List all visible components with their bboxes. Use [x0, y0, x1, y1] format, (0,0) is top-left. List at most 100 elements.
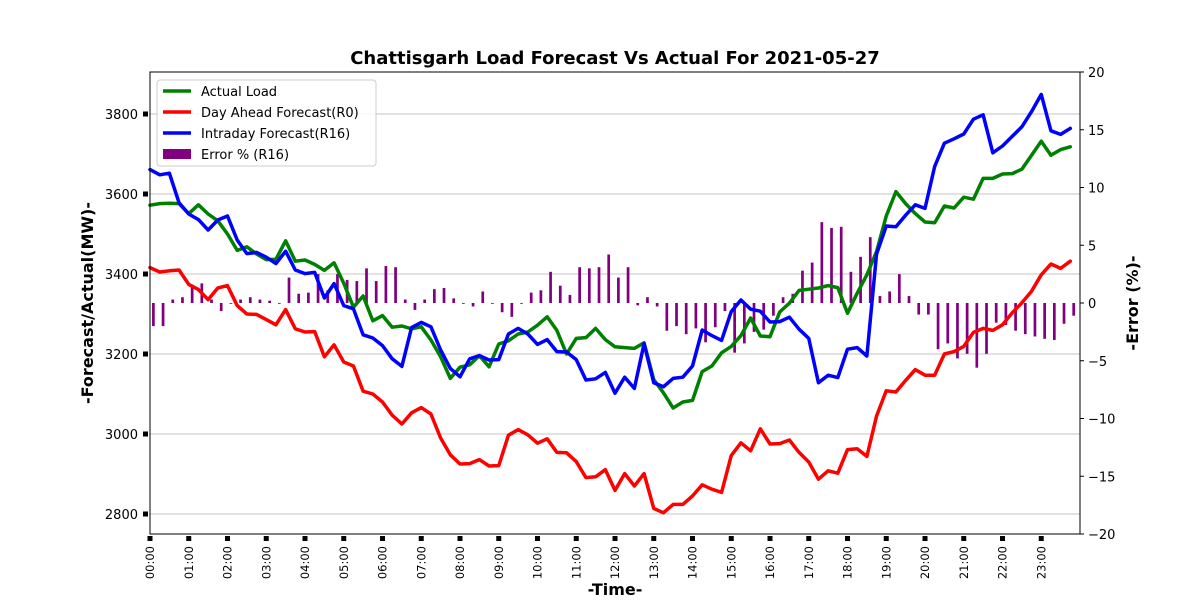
x-tick-label: 10:00 — [531, 546, 545, 579]
error-bar — [917, 303, 921, 315]
x-axis-ticks: 00:00 01:00 02:00 03:00 04:00 05:00 06:00 07:00… — [143, 536, 1048, 579]
error-bar — [316, 274, 320, 303]
error-bar — [210, 299, 213, 303]
error-bar — [956, 303, 959, 359]
x-tick-mark — [883, 536, 889, 541]
x-tick-mark — [147, 536, 153, 541]
legend-label: Error % (R16) — [201, 148, 289, 163]
x-tick-mark — [263, 536, 269, 541]
error-bar — [742, 303, 746, 344]
error-bar — [1033, 303, 1037, 337]
x-tick-label: 02:00 — [221, 546, 235, 579]
series-lines — [148, 92, 1073, 515]
error-bar — [781, 297, 785, 303]
error-bar — [975, 303, 979, 368]
error-bar — [578, 267, 581, 303]
series-line — [148, 92, 1073, 395]
y-tick-label: 3600 — [105, 188, 138, 203]
y-tick-mark — [143, 271, 148, 277]
error-bar — [258, 299, 262, 303]
x-tick-mark — [690, 536, 695, 541]
error-bar — [752, 303, 756, 332]
error-bar — [181, 297, 184, 303]
error-bar — [849, 271, 853, 303]
x-tick-mark — [380, 536, 385, 541]
error-bar — [878, 296, 882, 303]
x-tick-mark — [845, 536, 850, 541]
error-bar — [452, 298, 456, 303]
error-bar — [907, 296, 911, 303]
error-bar — [801, 270, 804, 303]
x-tick-label: 04:00 — [298, 546, 312, 579]
x-tick-label: 11:00 — [569, 546, 583, 579]
x-tick-label: 21:00 — [957, 546, 971, 579]
error-bar — [713, 303, 717, 328]
error-bar — [219, 303, 223, 312]
error-bar — [897, 274, 901, 303]
x-tick-label: 13:00 — [647, 546, 661, 579]
error-bar — [1043, 303, 1046, 339]
x-tick-mark — [728, 536, 734, 541]
x-tick-label: 09:00 — [492, 546, 506, 579]
error-bar — [520, 303, 523, 304]
x-tick-mark — [418, 536, 424, 541]
x-tick-label: 17:00 — [802, 546, 816, 579]
y-tick-mark — [143, 431, 148, 437]
error-bar — [646, 297, 649, 303]
error-bar — [510, 303, 514, 317]
x-tick-label: 19:00 — [879, 546, 893, 579]
error-bar — [820, 222, 824, 303]
y-tick-mark — [143, 511, 148, 517]
x-tick-label: 23:00 — [1034, 546, 1048, 579]
x-tick-label: 15:00 — [724, 546, 738, 579]
error-bar — [432, 289, 436, 303]
error-bar — [665, 303, 669, 331]
error-bar — [481, 291, 485, 303]
x-tick-mark — [767, 536, 773, 541]
series-line — [148, 259, 1073, 515]
x-tick-label: 01:00 — [182, 546, 196, 579]
y2-axis-ticks: −20 −15 −10 −5 0 5 10 15 20 — [1080, 66, 1115, 543]
error-bar — [307, 292, 310, 303]
y2-tick-label: −15 — [1088, 470, 1115, 485]
y-tick-label: 3000 — [105, 428, 138, 443]
error-bar — [248, 297, 252, 303]
x-tick-label: 18:00 — [841, 546, 855, 579]
error-bar — [675, 303, 678, 327]
x-tick-label: 14:00 — [686, 546, 700, 579]
x-tick-label: 08:00 — [453, 546, 467, 579]
y-tick-label: 3200 — [105, 348, 138, 363]
y-axis-ticks: 2800 3000 3200 3400 3600 3800 — [105, 108, 148, 523]
error-bar — [287, 277, 291, 303]
error-bar — [529, 292, 533, 303]
error-bar — [384, 266, 388, 303]
x-tick-label: 16:00 — [763, 546, 777, 579]
x-tick-mark — [806, 536, 812, 541]
x-tick-mark — [302, 536, 308, 541]
x-axis-title: -Time- — [588, 580, 643, 599]
error-bar — [326, 290, 330, 303]
y-tick-label: 3400 — [105, 268, 138, 283]
error-bar — [471, 303, 475, 307]
error-bar — [830, 227, 833, 303]
error-bar — [558, 285, 562, 303]
y2-tick-label: 20 — [1088, 66, 1105, 81]
x-tick-mark — [186, 536, 192, 541]
x-tick-label: 20:00 — [918, 546, 932, 579]
error-bar — [491, 303, 494, 304]
y2-axis-title: -Error (%)- — [1123, 255, 1142, 350]
error-bar — [413, 303, 417, 310]
y-tick-label: 2800 — [105, 508, 138, 523]
error-bar — [1023, 303, 1027, 335]
error-bar — [1004, 303, 1008, 325]
x-tick-label: 00:00 — [143, 546, 157, 579]
error-bar — [704, 303, 707, 343]
legend-label: Day Ahead Forecast(R0) — [201, 106, 359, 121]
error-bar — [1014, 303, 1017, 331]
error-bar — [772, 303, 775, 316]
x-tick-mark — [535, 536, 540, 541]
error-bar — [442, 287, 446, 303]
error-bar — [888, 291, 891, 303]
y-tick-mark — [143, 191, 148, 197]
